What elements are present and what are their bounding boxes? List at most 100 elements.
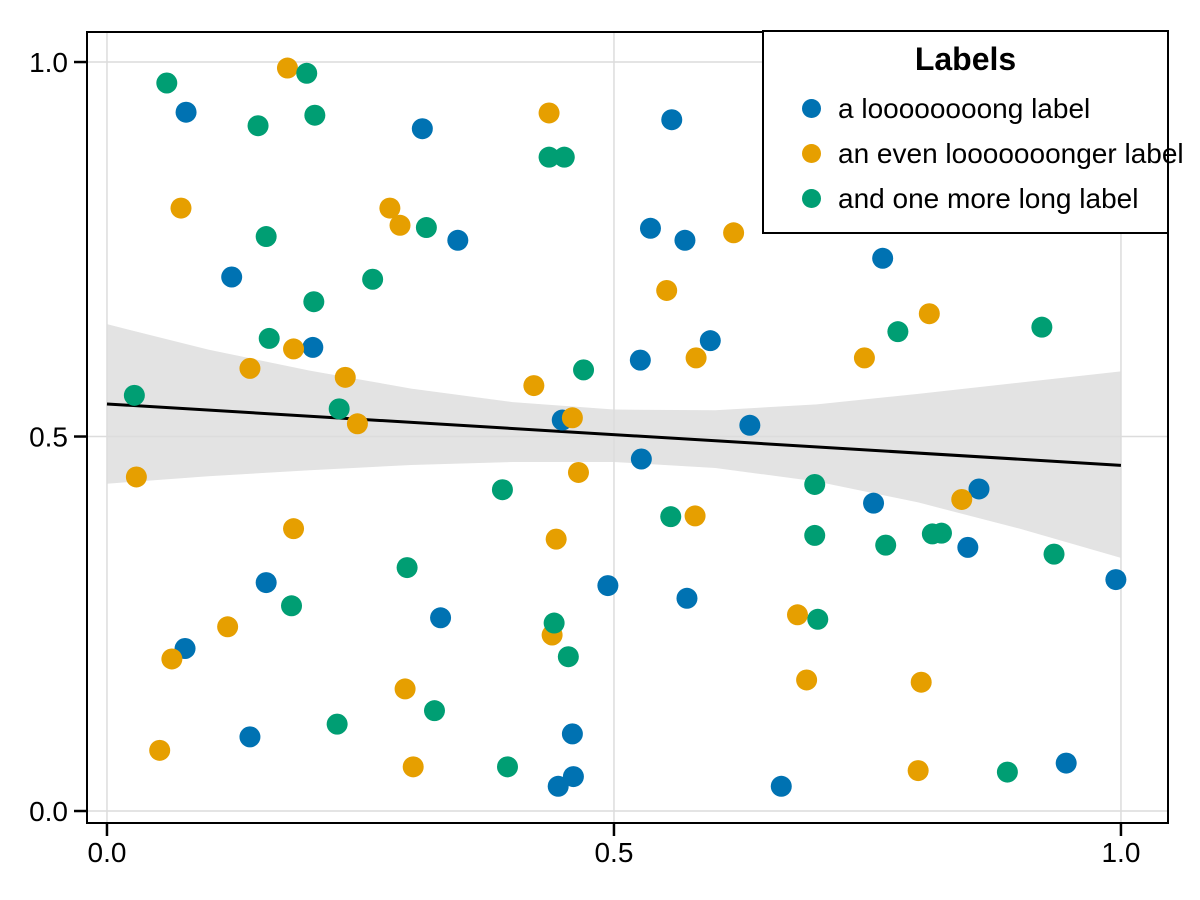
scatter-point <box>660 506 682 528</box>
scatter-point <box>283 518 305 540</box>
scatter-point <box>545 528 567 550</box>
legend-rows: a loooooooong label an even looooooonger… <box>764 86 1184 221</box>
scatter-point <box>394 678 416 700</box>
legend-entry-series-2: an even looooooonger label <box>764 131 1184 176</box>
scatter-point <box>283 338 305 360</box>
legend-entry-label: and one more long label <box>838 182 1139 214</box>
scatter-point <box>875 534 897 556</box>
axis-spines <box>86 31 1169 824</box>
scatter-point <box>389 214 411 236</box>
x-tick-label: 0.5 <box>594 837 633 868</box>
scatter-point <box>786 604 808 626</box>
scatter-point <box>302 336 324 358</box>
scatter-point <box>684 505 706 527</box>
scatter-point <box>255 226 277 248</box>
trend-line <box>106 402 1122 467</box>
y-tick-label: 1.0 <box>29 47 68 78</box>
scatter-point <box>699 330 721 352</box>
scatter-point <box>796 669 818 691</box>
x-tick-label: 0.0 <box>88 837 127 868</box>
y-tick-label: 0.0 <box>29 796 68 827</box>
scatter-point <box>739 414 761 436</box>
scatter-point <box>239 726 261 748</box>
scatter-point <box>411 118 433 140</box>
scatter-point <box>921 523 943 545</box>
scatter-points-layer <box>123 57 1127 797</box>
scatter-point <box>123 384 145 406</box>
scatter-point <box>573 359 595 381</box>
scatter-point <box>170 197 192 219</box>
scatter-point <box>629 349 651 371</box>
scatter-point <box>853 347 875 369</box>
scatter-point <box>553 146 575 168</box>
legend-marker-icon <box>802 99 821 118</box>
scatter-point <box>346 413 368 435</box>
scatter-point <box>863 492 885 514</box>
scatter-point <box>1031 316 1053 338</box>
scatter-point <box>491 479 513 501</box>
scatter-point <box>379 197 401 219</box>
scatter-point <box>396 557 418 579</box>
scatter-point <box>957 536 979 558</box>
axis-spines-layer <box>86 31 1169 824</box>
scatter-point <box>538 146 560 168</box>
scatter-point <box>175 101 197 123</box>
scatter-point <box>326 713 348 735</box>
scatter-point <box>362 268 384 290</box>
scatter-point <box>656 279 678 301</box>
scatter-point <box>430 607 452 629</box>
legend-entry-series-1: a loooooooong label <box>764 86 1167 131</box>
scatter-point <box>561 407 583 429</box>
scatter-point <box>996 761 1018 783</box>
scatter-point <box>561 723 583 745</box>
scatter-point <box>276 57 298 79</box>
scatter-point <box>304 104 326 126</box>
x-tick-label: 1.0 <box>1101 837 1140 868</box>
scatter-point <box>423 700 445 722</box>
scatter-point <box>887 321 909 343</box>
scatter-point <box>567 461 589 483</box>
legend-marker-icon <box>802 144 821 163</box>
scatter-point <box>402 756 424 778</box>
scatter-point <box>125 466 147 488</box>
scatter-point <box>723 222 745 244</box>
scatter-point <box>543 612 565 634</box>
scatter-point <box>639 217 661 239</box>
scatter-point <box>296 62 318 84</box>
scatter-point <box>676 587 698 609</box>
legend-entry-label: an even looooooonger label <box>838 137 1184 169</box>
scatter-point <box>538 102 560 124</box>
scatter-point <box>415 217 437 239</box>
legend-marker-icon <box>802 189 821 208</box>
scatter-point <box>910 671 932 693</box>
legend-title: Labels <box>914 41 1017 77</box>
scatter-point <box>597 575 619 597</box>
scatter-point <box>334 366 356 388</box>
scatter-point <box>328 398 350 420</box>
scatter-point <box>661 109 683 131</box>
scatter-point <box>968 478 990 500</box>
axis-ticks-layer <box>74 60 1123 836</box>
scatter-point <box>281 595 303 617</box>
scatter-point <box>547 775 569 797</box>
scatter-point <box>630 448 652 470</box>
scatter-point <box>872 247 894 269</box>
scatter-point <box>1043 543 1065 565</box>
scatter-point <box>685 347 707 369</box>
scatter-point <box>1105 569 1127 591</box>
legend-entry-label: a loooooooong label <box>838 92 1091 124</box>
scatter-point <box>951 488 973 510</box>
scatter-point <box>804 524 826 546</box>
scatter-point <box>557 646 579 668</box>
scatter-point <box>807 608 829 630</box>
y-tick-label: 0.5 <box>29 422 68 453</box>
scatter-point <box>221 266 243 288</box>
scatter-point <box>918 303 940 325</box>
scatter-point <box>562 766 584 788</box>
scatter-point <box>804 473 826 495</box>
legend-box: Labels a loooooooong label an even loooo… <box>762 30 1184 234</box>
scatter-point <box>161 648 183 670</box>
scatter-point <box>149 739 171 761</box>
